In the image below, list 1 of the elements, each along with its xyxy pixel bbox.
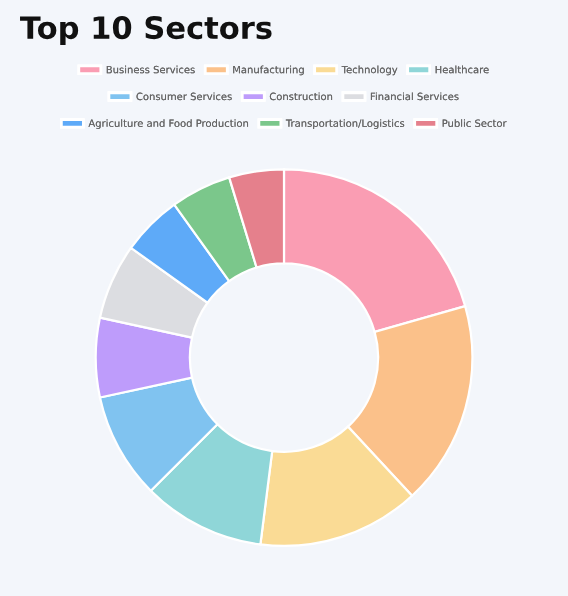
chart-title: Top 10 Sectors [20, 16, 272, 46]
